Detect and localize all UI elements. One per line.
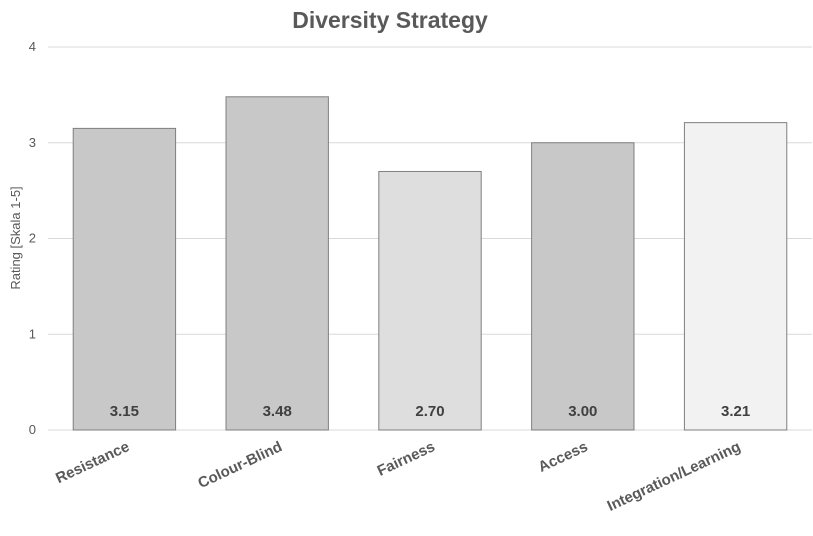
- y-tick-label: 3: [29, 135, 36, 150]
- y-tick-label: 1: [29, 326, 36, 341]
- x-category-label: Integration/Learning: [605, 438, 744, 515]
- y-tick-label: 0: [29, 422, 36, 437]
- bar-colour-blind: [225, 96, 329, 431]
- bar-fairness: [378, 170, 482, 431]
- x-category-label: Resistance: [53, 438, 132, 487]
- x-category-label: Colour-Blind: [195, 438, 285, 492]
- y-tick-label: 2: [29, 231, 36, 246]
- bar-resistance: [72, 127, 177, 431]
- data-label: 3.21: [721, 403, 750, 420]
- data-labels: 3.15 3.48 2.70 3.00 3.21: [110, 403, 750, 420]
- data-label: 3.00: [568, 403, 597, 420]
- x-category-label: Fairness: [375, 438, 438, 479]
- y-axis-label: Rating [Skala 1-5]: [8, 186, 23, 289]
- data-label: 2.70: [415, 403, 444, 420]
- data-label: 3.15: [110, 403, 139, 420]
- bar-integration-learning: [683, 122, 788, 431]
- bar-access: [531, 142, 635, 431]
- x-axis-categories: Resistance Colour-Blind Fairness Access Inte…: [53, 438, 743, 515]
- y-axis-ticks: 0 1 2 3 4: [29, 39, 36, 437]
- y-tick-label: 4: [29, 39, 36, 54]
- chart-title: Diversity Strategy: [292, 7, 488, 33]
- data-label: 3.48: [263, 403, 292, 420]
- bars: [72, 96, 788, 431]
- x-category-label: Access: [536, 438, 591, 476]
